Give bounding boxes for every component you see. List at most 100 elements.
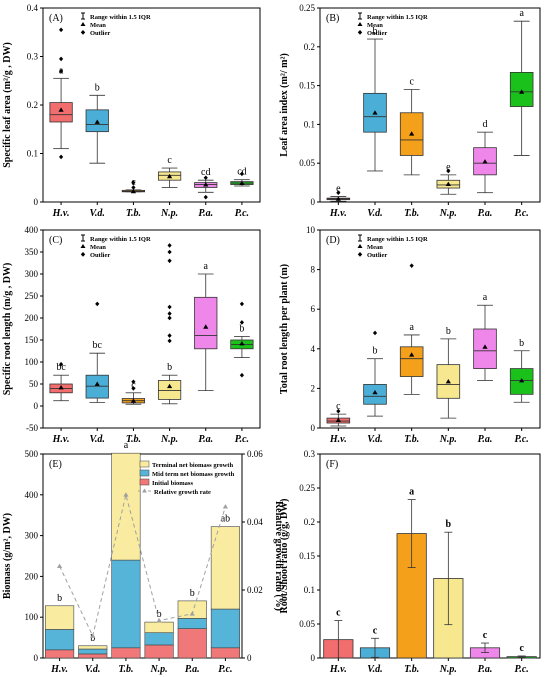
y-tick-label: 0.1: [304, 119, 315, 129]
bar-segment-0: [144, 644, 174, 659]
box-group: c: [399, 76, 424, 176]
plot-frame: [42, 229, 261, 429]
mean-marker: [130, 188, 137, 194]
significance-letter: a: [204, 261, 209, 272]
y-tick-label: 10: [306, 225, 316, 235]
bar-segment-1: [111, 559, 141, 649]
y-tick-label: 100: [25, 612, 39, 622]
panel-3: 0 2 4 6 8 10 Total root length per plant (m) (D…: [279, 225, 541, 445]
mean-marker: [94, 381, 100, 386]
bar-group: c: [469, 630, 501, 659]
significance-letter: b: [446, 326, 451, 337]
plot-frame: [42, 453, 243, 659]
box-group: e: [436, 162, 461, 195]
growth-rate-point: [156, 618, 162, 623]
panel-label: (D): [326, 235, 340, 246]
x-tick-label: P.c.: [218, 664, 232, 675]
plot-frame: [319, 229, 541, 429]
x-tick-label: H.v.: [329, 434, 347, 445]
outlier-point: [239, 372, 245, 378]
y-tick-label: 0.25: [299, 483, 315, 493]
x-tick-label: T.b.: [118, 664, 133, 675]
box: [49, 102, 73, 123]
y-tick-label: 0.4: [27, 3, 39, 13]
y-tick-label: 250: [25, 291, 39, 301]
outlier-point: [203, 194, 208, 200]
x-tick-label: P.c.: [515, 664, 529, 675]
box-group: a: [509, 8, 534, 156]
outlier-point: [409, 263, 414, 268]
legend-label: Mid term net biomass growth: [152, 471, 235, 478]
x-tick-label: P.a.: [478, 664, 493, 675]
significance-letter: e: [446, 162, 451, 173]
bar-group: c: [506, 643, 537, 659]
bar-segment-0: [210, 647, 240, 659]
outlier-point: [336, 408, 341, 414]
legend-line-marker: [142, 488, 147, 493]
box-group: b: [230, 301, 254, 378]
outlier-point: [58, 27, 64, 33]
box-group: a: [194, 261, 218, 392]
y-tick-label: 2: [311, 383, 316, 393]
plot-frame: [42, 7, 261, 203]
outlier-point: [203, 175, 208, 181]
panel-label: (B): [326, 13, 339, 24]
significance-letter: c: [519, 643, 524, 654]
box-group: cd: [194, 167, 218, 200]
y-tick-label: 200: [25, 313, 39, 323]
panel-5: 0 0.05 0.1 0.15 0.2 0.25 0.3 Root/Shoot ratio (…: [279, 449, 541, 675]
y-tick-label: 0: [311, 423, 316, 433]
significance-letter: d: [483, 119, 488, 130]
stacked-bar: b: [45, 593, 75, 659]
outlier-point: [58, 56, 64, 62]
bar-segment-0: [177, 628, 207, 659]
mean-marker: [203, 324, 209, 329]
growth-rate-point: [222, 504, 229, 509]
y-tick-label: 0.2: [304, 42, 315, 52]
y-tick-label: 350: [25, 247, 39, 257]
box-group: a: [473, 292, 497, 381]
outlier-point: [167, 243, 172, 248]
mean-marker: [372, 110, 378, 115]
significance-letter: cd: [237, 167, 246, 178]
y-tick-label: 500: [25, 449, 39, 459]
legend-label: Outlier: [367, 252, 387, 259]
mean-marker: [335, 417, 341, 422]
mean-marker: [58, 107, 64, 112]
y-tick-label: 0: [34, 197, 39, 207]
legend-label: Initial biomass: [152, 480, 193, 487]
box-group: b: [363, 330, 387, 417]
legend-label: Outlier: [90, 30, 110, 37]
y-tick-label: 0.1: [27, 149, 38, 159]
legend-swatch: [139, 460, 150, 468]
significance-letter: b: [167, 362, 172, 373]
legend-swatch: [139, 478, 150, 486]
box-group: bc: [85, 301, 109, 403]
outlier-point: [131, 185, 136, 190]
y-tick-label: 0.1: [304, 585, 315, 595]
y-axis-label: Total root length per plant (m): [279, 264, 290, 394]
mean-marker: [203, 182, 209, 187]
mean-marker: [445, 378, 451, 384]
y-tick-label: 100: [25, 357, 39, 367]
y2-tick-label: 0.06: [247, 449, 263, 459]
bar-segment-2: [210, 526, 240, 610]
y2-axis-label: Relative growth ratio (%): [273, 501, 284, 611]
x-tick-label: N.p.: [439, 434, 457, 445]
x-tick-label: P.c.: [515, 434, 529, 445]
growth-rate-point: [189, 611, 195, 616]
outlier-point: [167, 333, 172, 338]
x-tick-label: N.p.: [439, 664, 457, 675]
box-group: c: [121, 379, 146, 405]
significance-letter: bc: [93, 340, 103, 351]
y-tick-label: 300: [25, 531, 39, 541]
y-axis-label: Biomass (g/m², DW): [2, 513, 13, 599]
x-tick-label: P.c.: [515, 208, 529, 219]
outlier-point: [58, 361, 64, 367]
significance-letter: a: [409, 322, 414, 333]
significance-letter: a: [59, 65, 64, 76]
x-tick-label: P.a.: [185, 664, 200, 675]
plot-frame: [319, 7, 541, 203]
